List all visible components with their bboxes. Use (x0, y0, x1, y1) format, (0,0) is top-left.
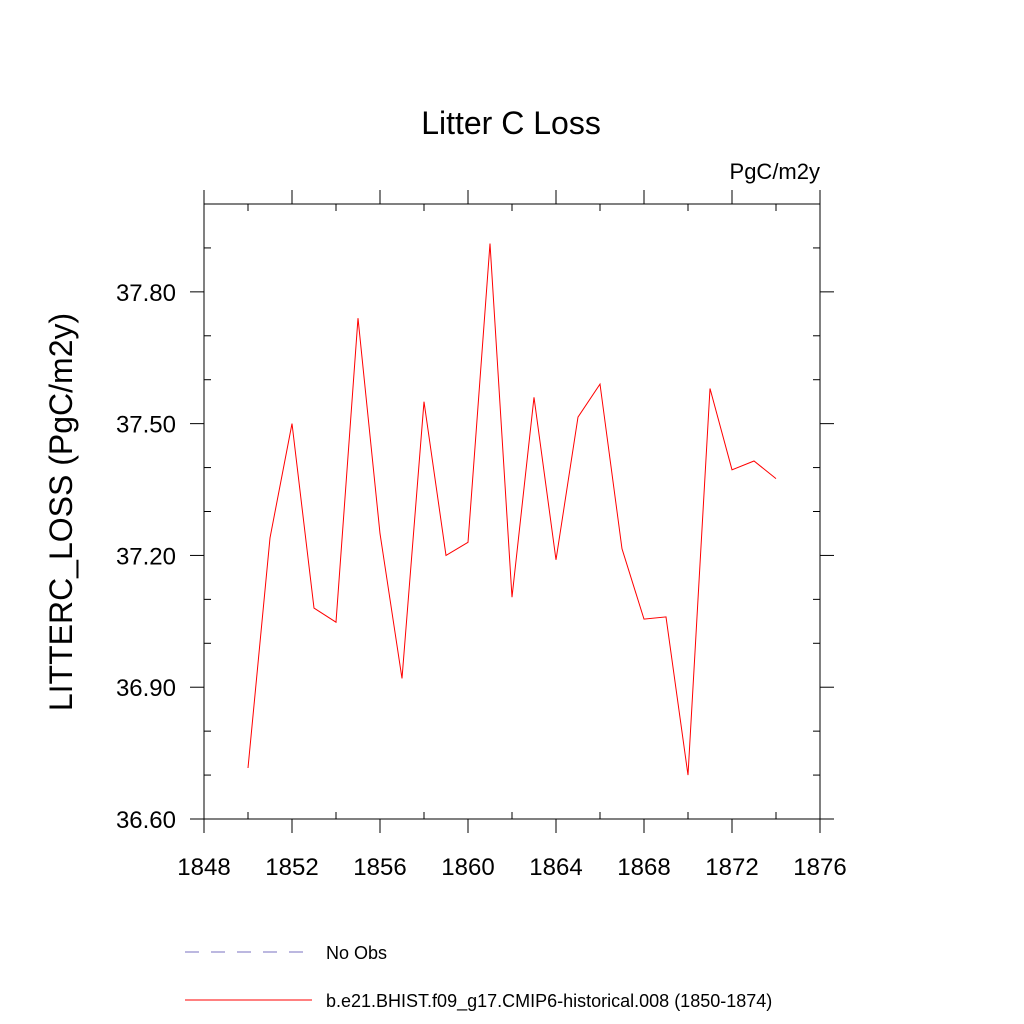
y-tick-labels: 36.60 36.90 37.20 37.50 37.80 (116, 280, 176, 834)
x-tick-labels: 1848 1852 1856 1860 1864 1868 1872 1876 (177, 854, 846, 881)
y-tick-label: 37.80 (116, 280, 176, 307)
units-label: PgC/m2y (730, 159, 820, 184)
x-tick-label: 1872 (705, 854, 758, 881)
y-tick-label: 36.90 (116, 675, 176, 702)
x-tick-label: 1860 (441, 854, 494, 881)
legend-label: b.e21.BHIST.f09_g17.CMIP6-historical.008… (326, 991, 772, 1012)
y-axis-label: LITTERC_LOSS (PgC/m2y) (43, 313, 79, 711)
plot-frame (203, 203, 821, 820)
chart-title: Litter C Loss (421, 105, 601, 141)
x-tick-label: 1864 (529, 854, 582, 881)
x-tick-label: 1848 (177, 854, 230, 881)
series-line (247, 243, 777, 776)
x-tick-label: 1876 (793, 854, 846, 881)
x-tick-label: 1856 (353, 854, 406, 881)
y-tick-label: 37.20 (116, 543, 176, 570)
x-tick-label: 1868 (617, 854, 670, 881)
axis-ticks (190, 190, 834, 833)
legend: No Obs b.e21.BHIST.f09_g17.CMIP6-historic… (185, 943, 772, 1012)
y-tick-label: 36.60 (116, 807, 176, 834)
legend-label: No Obs (326, 943, 387, 963)
series-layer (247, 243, 777, 776)
y-tick-label: 37.50 (116, 412, 176, 439)
x-tick-label: 1852 (265, 854, 318, 881)
